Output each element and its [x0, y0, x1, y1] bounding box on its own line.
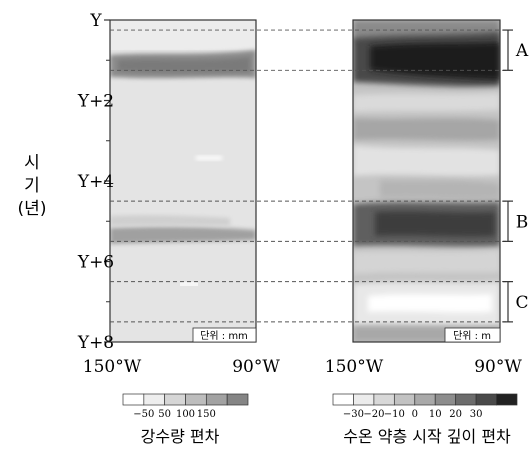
precip-legend-swatch-0 — [122, 393, 145, 406]
precip-anomaly-field — [110, 20, 256, 286]
y-tick-label-4: Y+8 — [77, 333, 114, 353]
thermocline-legend-swatch-6 — [455, 393, 477, 406]
x-axis-thermocline: 150°W 90°W — [325, 357, 523, 377]
thermocline-band-mid-4 — [380, 180, 500, 199]
precip-legend-swatch-4 — [205, 393, 228, 406]
thermocline-unit-box: 단위 : m — [444, 327, 501, 343]
period-C-label: C — [515, 293, 528, 313]
y-axis-label-char-2: 기 — [24, 176, 40, 196]
precip-legend-swatch-3 — [185, 393, 207, 406]
thermocline-legend-swatch-1 — [353, 393, 375, 406]
thermocline-legend-tick-label-3: 0 — [412, 409, 418, 420]
x-tick-label-precip-west: 150°W — [83, 357, 142, 377]
thermocline-legend-caption: 수온 약층 시작 깊이 편차 — [343, 427, 511, 446]
thermocline-legend-tick-label-2: −10 — [384, 409, 405, 420]
thermocline-legend-swatch-8 — [496, 393, 518, 406]
precip-legend-caption: 강수량 편차 — [141, 427, 220, 446]
precip-legend-tick-label-3: 150 — [197, 409, 216, 420]
x-tick-label-precip-east: 90°W — [232, 357, 280, 377]
thermocline-panel — [352, 19, 501, 343]
thermocline-panel-frame — [352, 19, 501, 343]
thermocline-region-period-b-core — [375, 211, 495, 237]
period-guides: A B C — [110, 29, 529, 323]
thermocline-legend-swatch-4 — [414, 393, 436, 406]
y-tick-label-0: Y — [89, 11, 102, 31]
thermocline-legend-swatch-2 — [373, 393, 395, 406]
thermocline-legend-tick-label-4: 10 — [429, 409, 442, 420]
thermocline-legend: −30 −20 −10 0 10 20 30 — [332, 393, 518, 420]
thermocline-legend-swatch-3 — [393, 393, 416, 406]
y-axis: Y Y+2 Y+4 Y+6 Y+8 — [77, 11, 114, 353]
precip-band-period-b-light — [110, 215, 230, 226]
precip-legend-tick-label-2: 100 — [176, 409, 195, 420]
thermocline-band-below-b — [353, 250, 500, 274]
precip-legend-tick-label-1: 50 — [158, 409, 171, 420]
thermocline-legend-swatch-0 — [332, 393, 354, 406]
precip-legend-swatch-2 — [164, 393, 186, 406]
thermocline-band-mid-1 — [353, 93, 500, 112]
x-axis-precip: 150°W 90°W — [83, 357, 281, 377]
thermocline-legend-tick-label-5: 20 — [449, 409, 462, 420]
y-tick-label-3: Y+6 — [77, 253, 114, 273]
y-axis-label-char-1: 시 — [24, 153, 40, 173]
precip-unit-label: 단위 : mm — [200, 329, 248, 342]
x-tick-label-thermocline-west: 150°W — [325, 357, 384, 377]
precip-legend-tick-label-0: −50 — [133, 409, 154, 420]
x-tick-label-thermocline-east: 90°W — [474, 357, 522, 377]
thermocline-unit-label: 단위 : m — [453, 329, 491, 342]
thermocline-region-period-c-core — [368, 294, 492, 313]
period-B-label: B — [516, 212, 529, 232]
thermocline-legend-swatch-7 — [475, 393, 497, 406]
precip-panel — [109, 19, 257, 343]
precip-patch-white — [196, 156, 222, 160]
thermocline-legend-tick-label-6: 30 — [470, 409, 483, 420]
precip-band-period-a-core — [118, 57, 250, 73]
thermocline-anomaly-field — [353, 20, 500, 342]
precip-legend-swatch-1 — [143, 393, 166, 406]
precip-legend: −50 50 100 150 — [122, 393, 249, 420]
precip-unit-box: 단위 : mm — [192, 327, 257, 343]
period-A-label: A — [515, 41, 529, 61]
precip-band-period-b — [110, 226, 256, 244]
thermocline-legend-swatch-5 — [434, 393, 457, 406]
thermocline-legend-tick-label-1: −20 — [363, 409, 384, 420]
precip-legend-swatch-5 — [226, 393, 249, 406]
y-axis-label-char-3: (년) — [18, 199, 47, 219]
thermocline-legend-tick-label-0: −30 — [343, 409, 364, 420]
y-axis-label: 시 기 (년) — [18, 153, 47, 219]
y-tick-label-2: Y+4 — [77, 172, 114, 192]
precip-patch-white-2 — [180, 282, 198, 286]
thermocline-band-mid-3 — [353, 145, 500, 176]
precip-band-light-top — [110, 20, 256, 50]
thermocline-band-mid-2 — [353, 118, 500, 141]
y-tick-label-1: Y+2 — [77, 92, 114, 112]
